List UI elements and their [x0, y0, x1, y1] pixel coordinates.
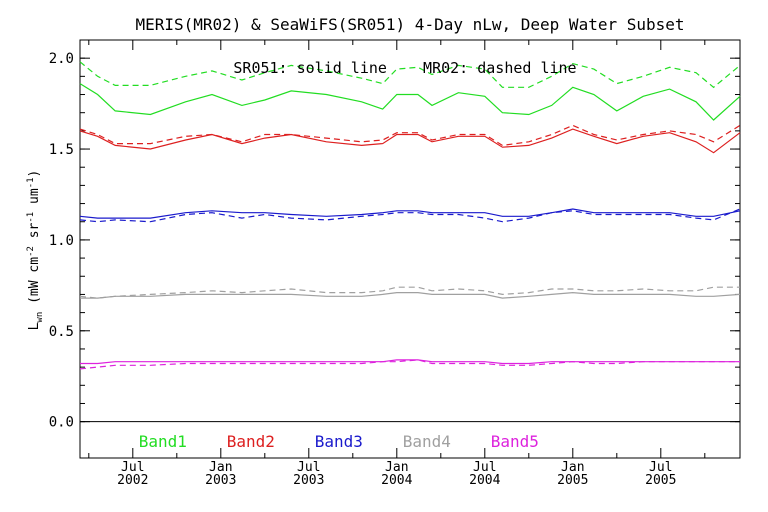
y-axis-label-part: L [27, 322, 42, 330]
y-axis-label-part: ) [27, 170, 42, 178]
series-lines [79, 61, 741, 370]
x-tick-year: 2004 [469, 473, 500, 488]
x-tick-month: Jul [121, 460, 144, 475]
y-axis-label-part: wn [35, 312, 45, 323]
y-tick-label: 0.5 [49, 324, 74, 340]
y-axis-label-part: (mW cm [27, 257, 42, 312]
y-tick-label: 2.0 [49, 51, 74, 67]
chart-subtitle: SR051: solid line MR02: dashed line [233, 59, 576, 77]
plot-frame [79, 39, 741, 459]
x-tick-year: 2005 [557, 473, 588, 488]
x-tick-month: Jan [209, 460, 232, 475]
x-tick-year: 2003 [205, 473, 236, 488]
x-tick-month: Jul [473, 460, 496, 475]
series-band1-dashed [79, 61, 741, 89]
x-tick-month: Jul [297, 460, 320, 475]
series-band4-dashed [79, 286, 740, 299]
series-band1-solid [79, 83, 741, 121]
x-tick-month: Jul [649, 460, 672, 475]
chart-title: MERIS(MR02) & SeaWiFS(SR051) 4-Day nLw, … [135, 15, 684, 34]
y-axis-label-part: -1 [26, 212, 36, 223]
y-tick-label: 0.0 [49, 415, 74, 431]
x-tick-year: 2005 [645, 473, 676, 488]
band-label-5: Band5 [491, 432, 539, 451]
band-label-2: Band2 [227, 432, 275, 451]
x-tick-year: 2002 [117, 473, 148, 488]
y-axis-label-part: um [27, 188, 42, 212]
y-axis-label-part: -1 [26, 177, 36, 188]
band-label-4: Band4 [403, 432, 451, 451]
series-band3-solid [79, 208, 741, 219]
x-tick-year: 2004 [381, 473, 412, 488]
series-band2-dashed [79, 124, 741, 147]
band-label-3: Band3 [315, 432, 363, 451]
y-tick-label: 1.0 [49, 233, 74, 249]
y-axis-label-part: -2 [26, 246, 36, 257]
series-band5-dashed [79, 359, 740, 370]
y-axis-label-part: sr [27, 222, 42, 246]
x-tick-year: 2003 [293, 473, 324, 488]
series-band3-dashed [79, 208, 741, 223]
series-band4-solid [80, 291, 741, 299]
labels: Band1 Band2 Band3 Band4 Band5 Lwn (mW cm-2 sr… [26, 170, 539, 451]
x-tick-month: Jan [561, 460, 584, 475]
y-axis-label: Lwn (mW cm-2 sr-1 um-1) [26, 170, 45, 331]
x-tick-month: Jan [385, 460, 408, 475]
y-tick-label: 1.5 [49, 142, 74, 158]
axes: 0.00.51.01.52.0Jul2002Jan2003Jul2003Jan2… [49, 39, 741, 488]
series-band2-solid [79, 128, 741, 154]
series-band5-solid [80, 359, 740, 365]
band-label-1: Band1 [139, 432, 187, 451]
